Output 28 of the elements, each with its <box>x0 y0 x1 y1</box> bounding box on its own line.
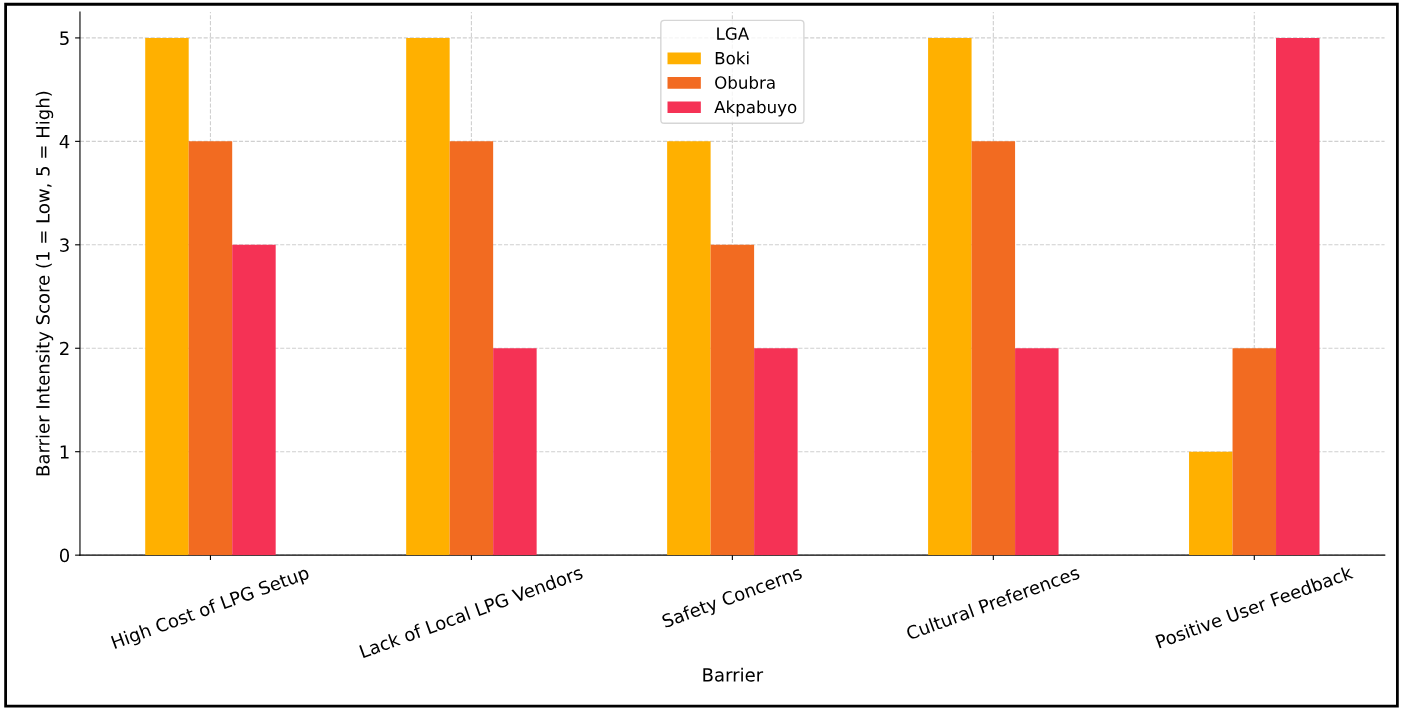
x-axis-title: Barrier <box>703 667 764 682</box>
bar <box>188 141 233 556</box>
bar <box>928 37 972 556</box>
bar <box>754 348 798 556</box>
bar <box>449 141 494 556</box>
y-tick-label: 4 <box>59 135 70 149</box>
y-tick-label: 3 <box>60 238 69 252</box>
y-tick-label: 5 <box>60 31 69 46</box>
bar <box>1189 451 1233 556</box>
y-tick-label: 0 <box>59 548 70 563</box>
legend-label: Obubra <box>715 75 775 89</box>
bar <box>493 348 537 556</box>
legend-label: Akpabuyo <box>714 100 797 117</box>
bar <box>710 244 755 556</box>
legend-title: LGA <box>717 27 750 40</box>
bar <box>1232 348 1277 556</box>
bar <box>1276 37 1320 556</box>
bar <box>667 141 711 556</box>
y-axis-title: Barrier Intensity Score (1 = Low, 5 = High) <box>35 91 54 476</box>
bar <box>145 37 189 556</box>
bar <box>1015 348 1059 556</box>
x-tick-label: High Cost of LPG Setup <box>110 565 311 653</box>
y-tick-label: 2 <box>60 341 69 356</box>
y-tick-label: 1 <box>60 445 69 459</box>
bar <box>232 244 276 556</box>
legend-label: Boki <box>715 51 749 65</box>
bar <box>406 37 450 556</box>
bar <box>971 141 1016 556</box>
